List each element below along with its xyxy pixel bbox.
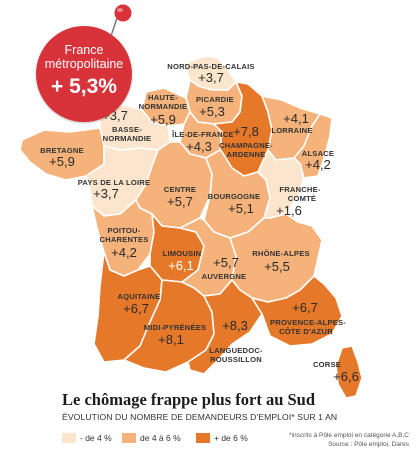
legend-label-high: + de 6 % (214, 433, 248, 443)
label-poitou-charentes-1: POITOU- (108, 226, 141, 235)
value-limousin: +6,1 (168, 258, 194, 273)
label-ile-de-france: ÎLE-DE-FRANCE (171, 130, 234, 139)
legend-swatch-low (62, 433, 76, 443)
region-corse[interactable] (335, 345, 363, 399)
value-franche-comte: +1,6 (276, 203, 302, 218)
value-aquitaine: +6,7 (123, 301, 149, 316)
value-bourgogne: +5,1 (228, 201, 254, 216)
label-midi-pyrenees: MIDI-PYRÉNÉES (144, 323, 207, 332)
legend-label-low: - de 4 % (80, 433, 112, 443)
label-picardie: PICARDIE (196, 95, 234, 104)
value-ile-de-france: +4,3 (186, 139, 212, 154)
value-nord-pas-de-calais: +3,7 (198, 70, 224, 85)
value-corse: +6,6 (333, 369, 359, 384)
value-languedoc-roussillon: +8,3 (222, 318, 248, 333)
label-franche-comte-2: COMTÉ (288, 194, 316, 203)
national-badge: France métropolitaine + 5,3% (36, 26, 132, 122)
label-pays-de-la-loire: PAYS DE LA LOIRE (78, 178, 151, 187)
value-centre: +5,7 (167, 194, 193, 209)
label-bretagne: BRETAGNE (40, 146, 84, 155)
region-labels: NORD-PAS-DE-CALAIS +3,7 PICARDIE +5,3 HA… (40, 62, 359, 384)
region-provence-alpes-cote-dazur[interactable] (251, 275, 343, 347)
value-lorraine: +4,1 (283, 111, 309, 126)
label-alsace: ALSACE (302, 149, 334, 158)
legend-item-low: - de 4 % (62, 432, 112, 444)
badge-line-1: France (64, 43, 104, 57)
label-haute-normandie-2: NORMANDIE (139, 102, 188, 111)
label-rhone-alpes: RHÔNE-ALPES (252, 249, 309, 258)
label-paca-2: CÔTE D'AZUR (279, 327, 333, 336)
value-bretagne: +5,9 (49, 154, 75, 169)
push-pin-icon (108, 2, 138, 42)
value-haute-normandie: +5,9 (150, 112, 176, 127)
value-auvergne: +5,7 (213, 255, 239, 270)
label-basse-normandie-2: NORMANDIE (103, 134, 152, 143)
label-lorraine: LORRAINE (271, 126, 312, 135)
legend-item-high: + de 6 % (196, 432, 248, 444)
label-bourgogne: BOURGOGNE (208, 192, 260, 201)
map-subtitle: ÉVOLUTION DU NOMBRE DE DEMANDEURS D'EMPL… (62, 412, 338, 422)
label-haute-normandie-1: HAUTE- (148, 93, 178, 102)
label-nord-pas-de-calais: NORD-PAS-DE-CALAIS (167, 62, 254, 71)
legend-label-mid: de 4 à 6 % (140, 433, 181, 443)
legend-swatch-mid (122, 433, 136, 443)
label-corse: CORSE (313, 360, 341, 369)
value-alsace: +4,2 (305, 157, 331, 172)
value-pays-de-la-loire: +3,7 (93, 186, 119, 201)
label-limousin: LIMOUSIN (163, 249, 202, 258)
label-champagne-ardenne-2: ARDENNE (227, 150, 266, 159)
badge-value: + 5,3% (51, 75, 117, 98)
value-midi-pyrenees: +8,1 (158, 332, 184, 347)
region-franche-comte[interactable] (257, 149, 305, 219)
label-auvergne: AUVERGNE (202, 272, 247, 281)
footnote-definition: *inscrits à Pôle emploi en catégorie A,B… (289, 432, 409, 439)
label-languedoc-roussillon-2: ROUSSILLON (210, 355, 262, 364)
value-champagne-ardenne: +7,8 (233, 124, 259, 139)
label-paca-1: PROVENCE-ALPES- (270, 318, 346, 327)
region-languedoc-roussillon[interactable] (187, 279, 263, 375)
legend-swatch-high (196, 433, 210, 443)
value-poitou-charentes: +4,2 (111, 245, 137, 260)
value-rhone-alpes: +5,5 (264, 259, 290, 274)
value-paca: +6,7 (292, 300, 318, 315)
map-title: Le chômage frappe plus fort au Sud (62, 390, 316, 409)
footnote: *inscrits à Pôle emploi en catégorie A,B… (289, 431, 409, 449)
label-centre: CENTRE (164, 185, 196, 194)
label-basse-normandie-1: BASSE- (112, 125, 142, 134)
legend: - de 4 % de 4 à 6 % + de 6 % (62, 432, 412, 444)
value-picardie: +5,3 (199, 104, 225, 119)
label-aquitaine: AQUITAINE (117, 292, 160, 301)
legend-item-mid: de 4 à 6 % (122, 432, 181, 444)
badge-line-2: métropolitaine (44, 57, 124, 71)
footnote-source: Source : Pôle emploi, Dares (328, 441, 409, 448)
label-languedoc-roussillon-1: LANGUEDOC- (209, 346, 263, 355)
label-champagne-ardenne-1: CHAMPAGNE- (219, 141, 273, 150)
label-poitou-charentes-2: CHARENTES (99, 235, 148, 244)
label-franche-comte-1: FRANCHE- (279, 185, 321, 194)
